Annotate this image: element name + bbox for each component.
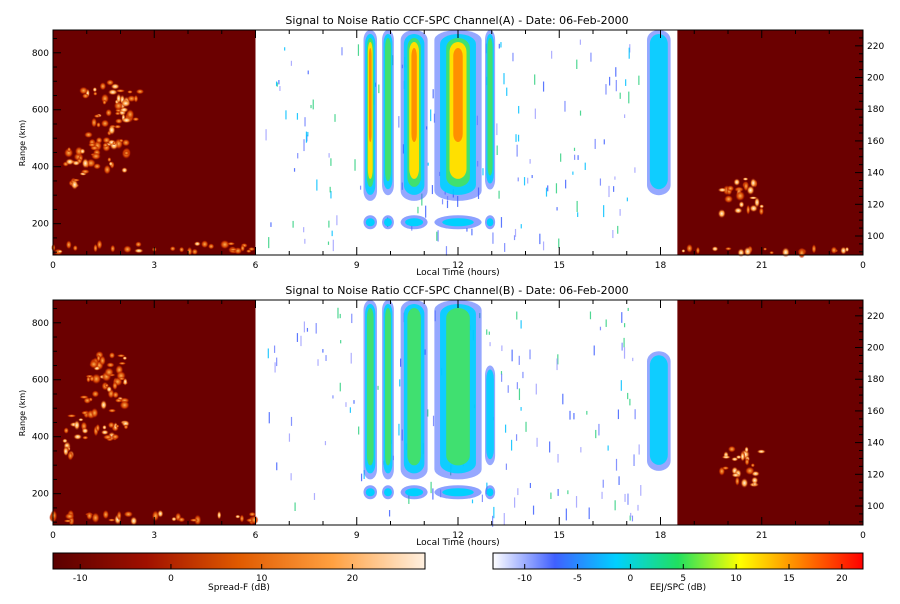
panel-b-eej-column — [382, 300, 394, 500]
panel-a-ylabel: Range (km) — [18, 120, 27, 167]
panel-b-y-tick-label: 600 — [32, 376, 49, 386]
panel-b-y2-tick-label: 140 — [867, 439, 884, 449]
panel-b-eej-column — [647, 351, 671, 471]
panel-a-axes: 0 3 6 9 12 15 18 21 0 200 400 600 800 100 120 140 160 180… — [32, 29, 884, 271]
colorbar-eej-spc-tick-label: 15 — [783, 574, 794, 584]
panel-b-eej-column — [434, 300, 482, 500]
panel-a-y2-tick-label: 220 — [867, 42, 884, 52]
panel-a-x-tick-label: 0 — [860, 261, 866, 271]
panel-a-spread-f-region — [53, 30, 256, 255]
panel-b-y2-tick-label: 100 — [867, 502, 884, 512]
panel-b-ylabel: Range (km) — [18, 390, 27, 437]
colorbar-eej-spc-ticks: -10 -5 0 5 10 15 20 — [517, 564, 848, 584]
panel-b-spread-f-echo — [79, 351, 130, 442]
colorbar-eej-spc-tick-label: 5 — [680, 574, 686, 584]
panel-a-y2-tick-label: 140 — [867, 169, 884, 179]
panel-a-spread-f-echo — [62, 146, 87, 190]
panel-a-eej-column — [400, 30, 428, 230]
panel-b-x-tick-label: 12 — [452, 531, 463, 541]
colorbar-eej-spc-tick-label: 0 — [628, 574, 634, 584]
panel-b-spread-f-region — [677, 300, 863, 525]
colorbar-eej-spc-tick-label: -10 — [517, 574, 532, 584]
panel-a-x-tick-label: 9 — [354, 261, 360, 271]
panel-b-y2-tick-label: 160 — [867, 407, 884, 417]
panel-b-eej-column — [485, 365, 496, 500]
panel-a-xlabel: Local Time (hours) — [416, 268, 499, 278]
panel-b-x-tick-label: 18 — [655, 531, 667, 541]
panel-b-xlabel: Local Time (hours) — [416, 538, 499, 548]
colorbar-spread-f-ticks: -10 0 10 20 — [73, 564, 359, 584]
panel-b-x-tick-label: 6 — [253, 531, 259, 541]
panel-a-eej-column — [434, 30, 482, 230]
panel-a-y-tick-label: 600 — [32, 106, 49, 116]
panel-a-y2-tick-label: 100 — [867, 232, 884, 242]
panel-b-axes: 0 3 6 9 12 15 18 21 0 200 400 600 800 100 120 140 160 180… — [32, 299, 884, 541]
panel-a-y-tick-label: 200 — [32, 220, 49, 230]
panel-a-eej-column — [382, 30, 394, 230]
panel-a-spread-f-echo — [79, 79, 131, 175]
panel-b-y-tick-label: 800 — [32, 319, 49, 329]
panel-b-eej-column — [400, 300, 428, 500]
panel-a-y2-tick-label: 180 — [867, 105, 884, 115]
panel-b-plot-area — [49, 300, 863, 527]
panel-a-eej-column — [363, 30, 377, 230]
panel-a-spread-f-region — [677, 30, 863, 255]
colorbar-spread-f-tick-label: 0 — [168, 574, 174, 584]
colorbar-spread-f-bar — [52, 552, 426, 570]
panel-a-y-tick-label: 800 — [32, 49, 49, 59]
panel-a-y2-tick-label: 120 — [867, 200, 884, 210]
colorbar-eej-spc: -10 -5 0 5 10 15 20 EEJ/SPC (dB) — [492, 552, 864, 593]
panel-b-spread-f-echo — [49, 509, 259, 527]
panel-b-x-tick-label: 15 — [554, 531, 565, 541]
colorbar-eej-spc-tick-label: 20 — [836, 574, 848, 584]
panel-a-spread-f-echo — [120, 88, 145, 124]
colorbar-eej-spc-tick-label: -5 — [573, 574, 582, 584]
panel-a-spread-f-echo — [51, 239, 256, 257]
panel-b-y2-tick-label: 200 — [867, 344, 884, 354]
panel-b-y2-tick-label: 220 — [867, 312, 884, 322]
panel-a-x-tick-label: 6 — [253, 261, 259, 271]
panel-b-y2-tick-label: 120 — [867, 470, 884, 480]
panel-a-x-tick-label: 15 — [554, 261, 565, 271]
panel-b-x-tick-label: 3 — [151, 531, 157, 541]
panel-a-x-tick-label: 0 — [50, 261, 56, 271]
colorbar-spread-f-tick-label: -10 — [73, 574, 88, 584]
colorbar-spread-f-tick-label: 20 — [347, 574, 359, 584]
panel-a: Signal to Noise Ratio CCF-SPC Channel(A)… — [18, 14, 884, 278]
panel-b-y-tick-label: 400 — [32, 433, 49, 443]
panel-a-y2-tick-label: 200 — [867, 74, 884, 84]
panel-a-x-tick-label: 3 — [151, 261, 157, 271]
panel-b-y2-tick-label: 180 — [867, 375, 884, 385]
panel-a-x-tick-label: 21 — [756, 261, 767, 271]
panel-b-x-tick-label: 0 — [50, 531, 56, 541]
panel-b-x-tick-label: 21 — [756, 531, 767, 541]
panel-b-eej-column — [363, 300, 377, 500]
panel-b-title: Signal to Noise Ratio CCF-SPC Channel(B)… — [285, 284, 628, 297]
panel-b-x-tick-label: 0 — [860, 531, 866, 541]
panel-a-x-tick-label: 12 — [452, 261, 463, 271]
panel-b: Signal to Noise Ratio CCF-SPC Channel(B)… — [18, 284, 884, 548]
panel-b-y-tick-label: 200 — [32, 490, 49, 500]
colorbar-spread-f-tick-label: 10 — [256, 574, 268, 584]
colorbar-eej-spc-tick-label: 10 — [730, 574, 742, 584]
panel-a-x-tick-label: 18 — [655, 261, 667, 271]
panel-a-title: Signal to Noise Ratio CCF-SPC Channel(A)… — [285, 14, 628, 27]
panel-a-spread-f-echo — [717, 177, 765, 219]
panel-a-y-tick-label: 400 — [32, 163, 49, 173]
panel-b-x-tick-label: 9 — [354, 531, 360, 541]
panel-b-spread-f-echo — [718, 445, 766, 489]
colorbar-eej-spc-bar — [492, 552, 864, 570]
panel-a-y2-tick-label: 160 — [867, 137, 884, 147]
panel-a-plot-area — [51, 30, 863, 259]
colorbar-eej-spc-label: EEJ/SPC (dB) — [650, 583, 706, 593]
panel-a-eej-column — [485, 30, 496, 230]
colorbar-spread-f: -10 0 10 20 Spread-F (dB) — [52, 552, 426, 593]
colorbar-spread-f-label: Spread-F (dB) — [208, 583, 270, 593]
panel-a-eej-column — [647, 30, 671, 196]
